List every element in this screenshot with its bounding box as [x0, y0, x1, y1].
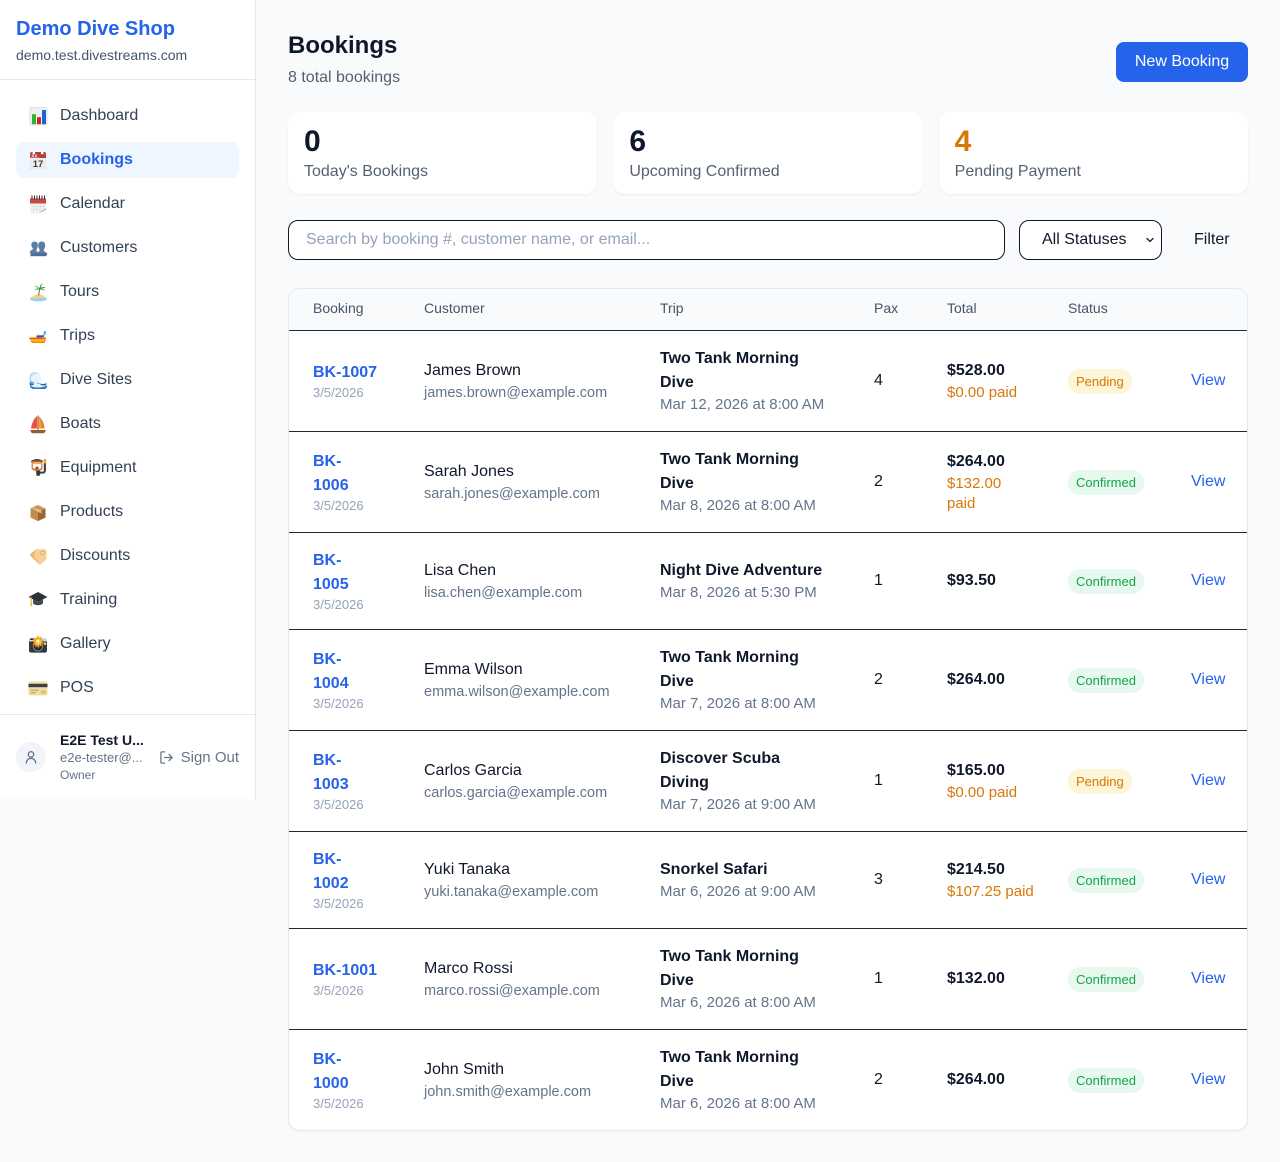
- svg-text:17: 17: [33, 159, 44, 170]
- svg-text:JUL: JUL: [30, 153, 39, 158]
